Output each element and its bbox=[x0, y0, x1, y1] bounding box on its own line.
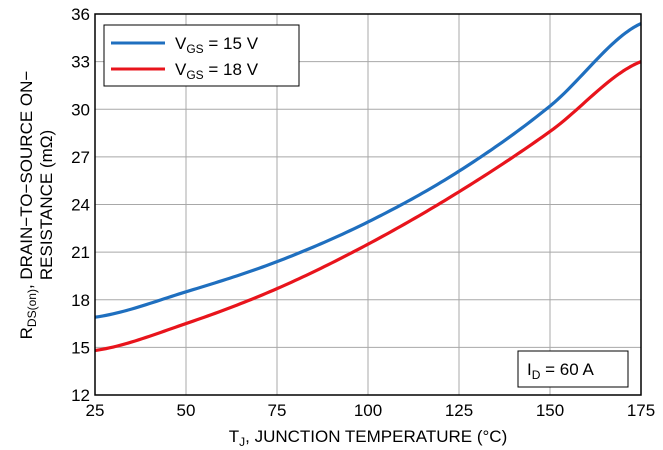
y-tick-label: 18 bbox=[71, 291, 90, 310]
legend-label-vgs15: VGS = 15 V bbox=[175, 34, 259, 56]
y-tick-label: 36 bbox=[71, 5, 90, 24]
x-tick-label: 175 bbox=[627, 401, 655, 420]
y-tick-label: 33 bbox=[71, 53, 90, 72]
series-layer bbox=[94, 22, 642, 353]
tick-labels: 25 50 75 100 125 150 175 12 15 18 21 24 27 30 33 36 bbox=[71, 5, 655, 420]
grid bbox=[94, 13, 642, 396]
legend-label-vgs18: VGS = 18 V bbox=[175, 60, 259, 82]
y-tick-label: 15 bbox=[71, 338, 90, 357]
y-tick-label: 21 bbox=[71, 243, 90, 262]
y-axis-title-line2: RESISTANCE (mΩ) bbox=[37, 130, 56, 280]
y-tick-label: 30 bbox=[71, 100, 90, 119]
y-axis-title-line1: RDS(on), DRAIN−TO−SOURCE ON− bbox=[17, 71, 39, 340]
x-tick-label: 75 bbox=[268, 401, 287, 420]
id-annotation: ID = 60 A bbox=[517, 350, 629, 388]
legend-box bbox=[103, 24, 300, 87]
y-tick-label: 24 bbox=[71, 196, 90, 215]
annotation-box bbox=[517, 350, 629, 388]
series-line-vgs15 bbox=[94, 22, 642, 319]
x-tick-label: 25 bbox=[86, 401, 105, 420]
legend: VGS = 15 V VGS = 18 V bbox=[103, 24, 300, 87]
x-tick-label: 150 bbox=[536, 401, 564, 420]
x-tick-label: 125 bbox=[445, 401, 473, 420]
x-axis-title: TJ, JUNCTION TEMPERATURE (°C) bbox=[229, 427, 508, 449]
y-tick-label: 12 bbox=[71, 386, 90, 405]
plot-frame bbox=[94, 13, 642, 396]
annotation-text: ID = 60 A bbox=[527, 360, 594, 382]
series-line-vgs18 bbox=[94, 60, 642, 353]
y-tick-label: 27 bbox=[71, 148, 90, 167]
x-tick-label: 100 bbox=[354, 401, 382, 420]
x-tick-label: 50 bbox=[177, 401, 196, 420]
